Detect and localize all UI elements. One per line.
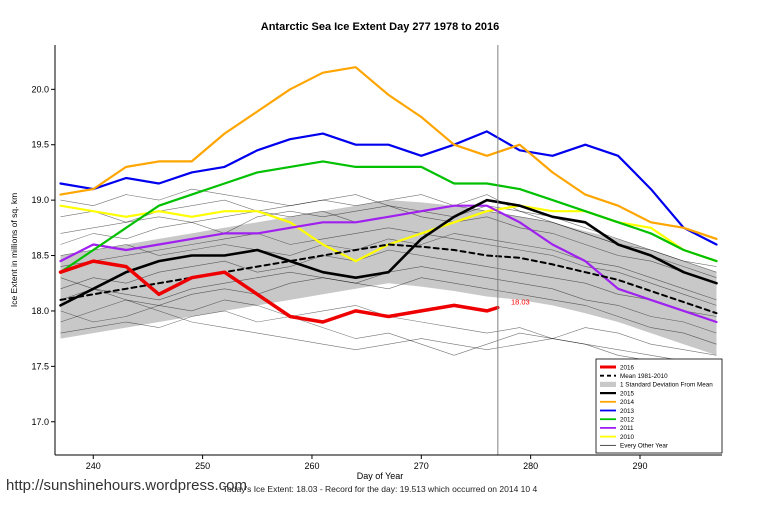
legend-label: 2013 [620,408,635,415]
y-tick-label: 19.5 [31,140,49,150]
x-tick-label: 240 [86,461,101,471]
x-tick-label: 260 [304,461,319,471]
x-tick-label: 270 [414,461,429,471]
series-2014-line [59,66,718,240]
other-year-line [60,194,717,273]
other-year-line [60,249,717,317]
legend-label: 2012 [620,417,635,424]
legend-label: 1 Standard Deviation From Mean [620,382,713,389]
footer-note: Today's Ice Extent: 18.03 - Record for t… [222,484,538,494]
series-2011-line [59,204,718,324]
legend-band-swatch [600,381,616,387]
x-axis-label: Day of Year [356,471,404,481]
series-mean-1981-2010-line [59,243,718,315]
legend-label: Every Other Year [620,443,668,450]
series-2015-line [59,198,718,307]
x-tick-label: 250 [195,461,210,471]
y-tick-label: 18.5 [31,251,49,261]
chart-title: Antarctic Sea Ice Extent Day 277 1978 to… [260,21,500,33]
y-tick-label: 17.5 [31,361,49,371]
other-year-line [60,227,717,306]
x-tick-label: 280 [523,461,538,471]
other-year-line [60,299,717,356]
y-tick-label: 20.0 [31,84,49,94]
series-2016-line [58,259,500,324]
legend-box [595,358,723,454]
series-2013-line [59,130,718,246]
legend-label: 2016 [620,364,635,371]
site-url: http://sunshinehours.wordpress.com [6,477,247,494]
legend-label: Mean 1981-2010 [620,373,668,380]
legend-label: 2010 [620,434,635,441]
other-year-line [60,233,717,301]
y-tick-label: 18.0 [31,306,49,316]
other-year-line [60,277,717,373]
other-year-line [60,205,717,284]
current-extent-annotation: 18.03 [511,297,530,306]
series-2012-line [59,160,718,274]
x-tick-label: 290 [632,461,647,471]
legend-label: 2011 [620,425,634,432]
legend-label: 2015 [620,390,635,397]
other-year-line [60,277,717,345]
y-tick-label: 17.0 [31,417,49,427]
y-tick-label: 19.0 [31,195,49,205]
legend-label: 2014 [620,399,635,406]
